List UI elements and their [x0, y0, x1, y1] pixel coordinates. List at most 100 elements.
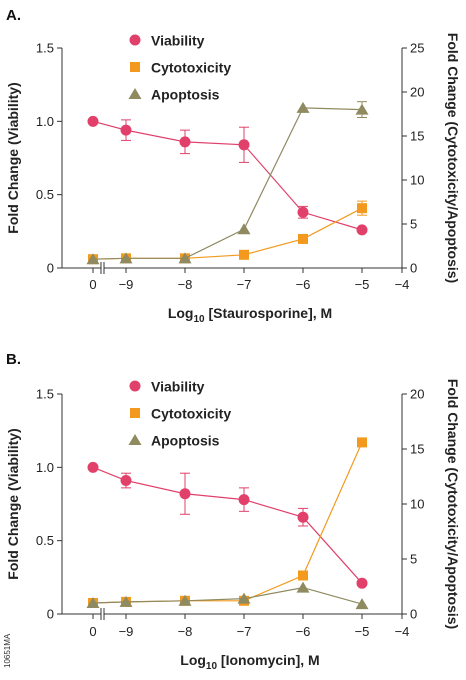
data-point-apoptosis	[119, 252, 133, 264]
data-point-apoptosis	[86, 253, 100, 265]
right-tick-label: 20	[410, 85, 424, 100]
legend-label-cytotoxicity: Cytotoxicity	[151, 406, 231, 422]
data-point-viability	[87, 115, 99, 127]
x-tick-label: −8	[178, 277, 193, 292]
x-tick-label: −5	[355, 624, 370, 639]
series-viability	[87, 461, 368, 589]
right-tick-label: 0	[410, 261, 417, 276]
left-axis-label: Fold Change (Viability)	[5, 428, 21, 579]
data-point-apoptosis	[178, 594, 192, 606]
data-point-apoptosis	[296, 581, 310, 593]
x-axis-label-subscript: 10	[206, 661, 218, 672]
data-point-apoptosis	[178, 252, 192, 264]
legend-label-apoptosis: Apoptosis	[151, 87, 220, 103]
legend-label-viability: Viability	[151, 33, 205, 49]
data-point-cytotoxicity	[298, 233, 308, 244]
data-point-viability	[179, 488, 191, 500]
series-line-cytotoxicity	[92, 207, 363, 260]
data-point-viability	[87, 461, 99, 473]
x-tick-label: −5	[355, 277, 370, 292]
legend-marker-viability	[129, 380, 141, 392]
x-tick-label: −6	[296, 277, 311, 292]
x-tick-label: 0	[89, 624, 96, 639]
x-tick-label: −4	[395, 277, 410, 292]
series-line-apoptosis	[92, 107, 363, 260]
legend-marker-cytotoxicity	[130, 62, 140, 72]
series-cytotoxicity	[88, 200, 367, 265]
right-tick-label: 10	[410, 497, 424, 512]
legend-label-cytotoxicity: Cytotoxicity	[151, 60, 231, 76]
series-apoptosis	[86, 581, 369, 610]
series-cytotoxicity	[88, 437, 367, 608]
x-tick-label: −7	[237, 277, 252, 292]
legend-label-apoptosis: Apoptosis	[151, 433, 220, 449]
left-tick-label: 0	[47, 261, 54, 276]
series-line-apoptosis	[92, 586, 363, 605]
x-axis-label-prefix: Log	[168, 305, 194, 321]
x-axis-label: Log10 [Staurosporine], M	[168, 305, 332, 325]
x-axis-label-prefix: Log	[180, 652, 206, 668]
right-tick-label: 5	[410, 217, 417, 232]
x-axis-label-subscript: 10	[193, 314, 205, 325]
right-axis-label: Fold Change (Cytotoxicity/Apoptosis)	[445, 33, 461, 283]
series-line-viability	[92, 120, 363, 231]
left-tick-label: 1.5	[36, 41, 54, 56]
data-point-viability	[356, 577, 368, 589]
series-apoptosis	[86, 101, 369, 265]
data-point-viability	[238, 139, 250, 151]
legend-marker-cytotoxicity	[130, 408, 140, 418]
x-axis-label-suffix: [Ionomycin], M	[217, 652, 320, 668]
right-tick-label: 5	[410, 552, 417, 567]
right-tick-label: 10	[410, 173, 424, 188]
left-tick-label: 0.5	[36, 187, 54, 202]
data-point-apoptosis	[355, 103, 369, 115]
x-tick-label: −7	[237, 624, 252, 639]
data-point-cytotoxicity	[357, 203, 367, 214]
right-tick-label: 20	[410, 387, 424, 402]
x-tick-label: −6	[296, 624, 311, 639]
data-point-viability	[179, 136, 191, 148]
right-tick-label: 15	[410, 129, 424, 144]
right-axis-label: Fold Change (Cytotoxicity/Apoptosis)	[445, 379, 461, 629]
series-line-cytotoxicity	[92, 442, 363, 604]
data-point-cytotoxicity	[239, 249, 249, 260]
x-tick-label: −9	[119, 277, 134, 292]
series-viability	[87, 115, 368, 236]
data-point-viability	[120, 124, 132, 136]
x-tick-label: −4	[395, 624, 410, 639]
left-tick-label: 1.5	[36, 387, 54, 402]
panel-label: B.	[6, 351, 21, 368]
data-point-apoptosis	[86, 597, 100, 608]
panel-label: A.	[6, 7, 21, 24]
left-axis-label: Fold Change (Viability)	[5, 82, 21, 233]
data-point-viability	[297, 206, 309, 218]
left-tick-label: 0	[47, 607, 54, 622]
data-point-cytotoxicity	[298, 570, 308, 581]
data-point-viability	[238, 494, 250, 506]
x-axis-label-suffix: [Staurosporine], M	[205, 305, 333, 321]
data-point-apoptosis	[119, 595, 133, 607]
x-tick-label: 0	[89, 277, 96, 292]
legend-marker-apoptosis	[128, 434, 142, 445]
data-point-apoptosis	[355, 598, 369, 610]
right-tick-label: 0	[410, 607, 417, 622]
data-point-apoptosis	[237, 592, 251, 604]
figure-code: 10651MA	[3, 633, 12, 668]
left-tick-label: 1.0	[36, 114, 54, 129]
legend-marker-viability	[129, 34, 141, 46]
x-tick-label: −8	[178, 624, 193, 639]
data-point-viability	[297, 511, 309, 523]
left-tick-label: 1.0	[36, 460, 54, 475]
data-point-viability	[356, 224, 368, 236]
data-point-apoptosis	[237, 223, 251, 235]
right-tick-label: 25	[410, 41, 424, 56]
left-tick-label: 0.5	[36, 533, 54, 548]
legend-label-viability: Viability	[151, 379, 205, 395]
x-tick-label: −9	[119, 624, 134, 639]
data-point-cytotoxicity	[357, 437, 367, 448]
data-point-apoptosis	[296, 101, 310, 113]
legend-marker-apoptosis	[128, 88, 142, 99]
